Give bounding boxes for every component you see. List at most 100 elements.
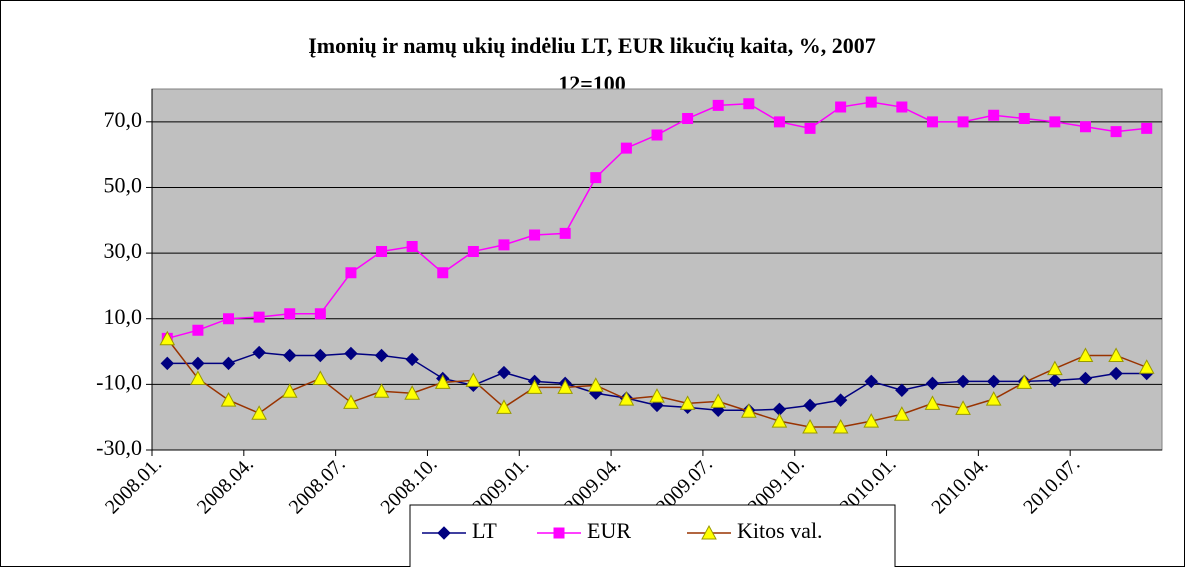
y-tick-label: -10,0: [96, 369, 142, 394]
marker: [835, 101, 847, 113]
marker: [376, 245, 388, 257]
marker: [343, 394, 359, 409]
marker: [314, 308, 326, 320]
marker: [557, 379, 574, 394]
marker: [743, 98, 755, 110]
marker: [803, 398, 817, 413]
marker: [160, 356, 175, 371]
marker: [467, 245, 479, 257]
marker: [1138, 359, 1155, 374]
marker: [437, 526, 451, 540]
marker: [679, 395, 696, 410]
marker: [701, 524, 717, 540]
marker: [496, 399, 512, 414]
marker: [192, 324, 204, 336]
marker: [529, 229, 541, 241]
marker: [253, 311, 265, 323]
marker: [1016, 374, 1033, 389]
marker: [740, 403, 757, 418]
marker: [771, 413, 788, 428]
marker: [223, 313, 235, 325]
marker: [773, 116, 785, 128]
marker: [956, 374, 970, 389]
marker: [498, 239, 510, 251]
legend-label: LT: [472, 518, 497, 543]
marker: [864, 374, 878, 389]
marker: [345, 267, 357, 279]
marker: [434, 374, 451, 389]
marker: [313, 348, 328, 363]
y-tick-label: 30,0: [104, 238, 143, 263]
marker: [957, 116, 969, 128]
marker: [553, 527, 565, 539]
y-tick-label: 70,0: [104, 107, 143, 132]
marker: [284, 308, 296, 320]
marker: [895, 383, 909, 397]
marker: [649, 388, 665, 403]
marker: [374, 348, 389, 363]
chart-title: Įmonių ir namų ukių indėliu LT, EUR liku…: [308, 33, 876, 58]
marker: [926, 116, 938, 128]
marker: [437, 267, 449, 279]
marker: [985, 391, 1002, 406]
marker: [251, 405, 267, 420]
marker: [710, 393, 727, 408]
marker: [373, 383, 390, 398]
marker: [1048, 373, 1062, 388]
marker: [497, 365, 511, 380]
marker: [651, 129, 663, 141]
marker: [863, 413, 880, 428]
marker: [1078, 371, 1093, 386]
y-tick-label: -30,0: [96, 435, 142, 460]
marker: [832, 418, 849, 434]
legend-box: [409, 504, 896, 567]
marker: [526, 379, 543, 394]
marker: [894, 406, 910, 421]
marker: [312, 370, 329, 385]
marker: [988, 109, 1000, 121]
marker: [406, 241, 418, 253]
marker: [1047, 360, 1063, 376]
marker: [1141, 122, 1153, 134]
marker: [924, 395, 941, 410]
marker: [833, 393, 848, 407]
legend-label: Kitos val.: [737, 518, 823, 543]
y-tick-label: 10,0: [104, 304, 143, 329]
marker: [986, 374, 1001, 389]
marker: [620, 142, 632, 154]
marker: [896, 101, 908, 113]
marker: [802, 418, 818, 434]
marker: [865, 96, 877, 108]
marker: [1108, 347, 1124, 362]
marker: [804, 122, 816, 134]
marker: [159, 330, 176, 346]
marker: [1110, 126, 1122, 138]
marker: [465, 372, 482, 387]
marker: [559, 227, 571, 239]
marker: [587, 377, 604, 392]
marker: [344, 346, 358, 361]
legend-label: EUR: [587, 518, 631, 543]
marker: [221, 356, 236, 371]
marker: [281, 383, 298, 398]
marker: [925, 376, 940, 391]
marker: [1018, 113, 1030, 125]
y-tick-label: 50,0: [104, 173, 143, 198]
marker: [1079, 121, 1091, 133]
marker: [682, 113, 694, 125]
marker: [1109, 366, 1123, 381]
marker: [404, 385, 420, 400]
marker: [405, 352, 419, 367]
marker: [252, 345, 266, 360]
marker: [283, 348, 297, 363]
marker: [190, 370, 206, 385]
marker: [712, 99, 724, 111]
marker: [191, 356, 205, 371]
marker: [1049, 116, 1061, 128]
marker: [618, 391, 635, 406]
marker: [955, 400, 971, 415]
marker: [590, 172, 602, 184]
marker: [220, 392, 237, 407]
marker: [1077, 347, 1094, 362]
